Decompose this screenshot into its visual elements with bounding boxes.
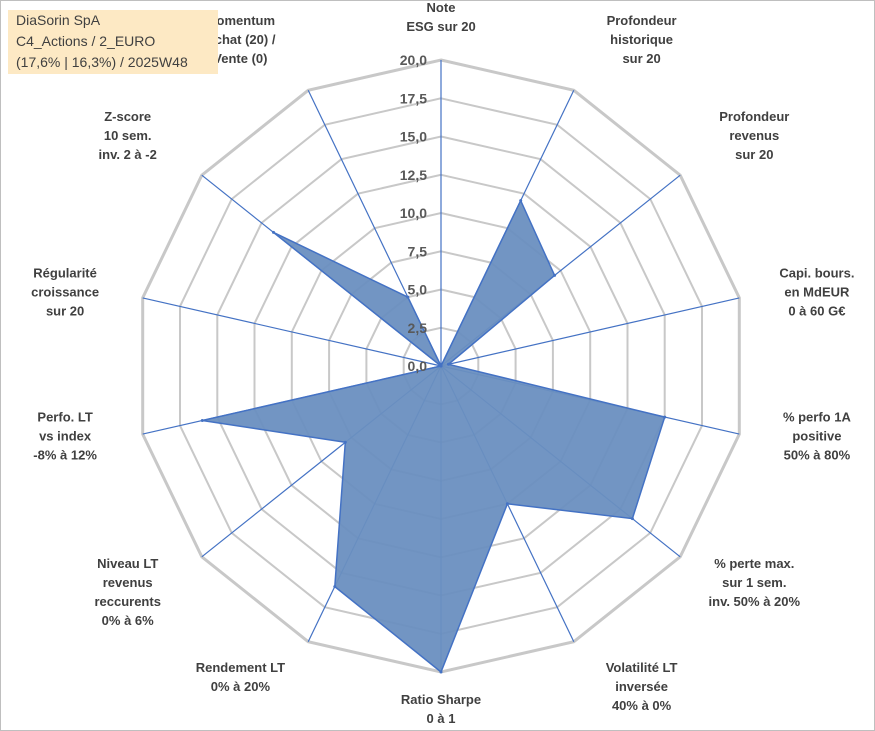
axis-label-line: reccurents: [94, 594, 160, 609]
axis-label: Rendement LT 0% à 20%: [196, 660, 285, 694]
company-name: DiaSorin SpA: [16, 12, 101, 28]
axis-label-line: en MdEUR: [784, 284, 850, 299]
axis-label-line: Régularité: [33, 265, 97, 280]
axis-label: Capi. bours. en MdEUR 0 à 60 G€: [779, 265, 854, 318]
axis-label-line: 0 à 1: [427, 711, 456, 726]
axis-label-line: 0% à 6%: [102, 613, 154, 628]
tick-label: 15,0: [400, 129, 427, 145]
data-point: [505, 502, 509, 506]
axis-spoke: [440, 297, 740, 367]
axis-label-line: 0 à 60 G€: [788, 303, 845, 318]
tick-label: 5,0: [408, 282, 428, 298]
axis-label-line: Volatilité LT: [606, 660, 678, 675]
data-point: [272, 230, 275, 234]
axis-label: Régularité croissance sur 20: [31, 265, 99, 318]
axis-label-line: Ratio Sharpe: [401, 692, 481, 707]
axis-label-line: croissance: [31, 284, 99, 299]
axis-label-line: 40% à 0%: [612, 698, 672, 713]
axis-label: Volatilité LT inversée 40% à 0%: [606, 660, 678, 713]
axis-label-line: 0% à 20%: [211, 679, 271, 694]
axis-label-line: Niveau LT: [97, 556, 158, 571]
period-label: (17,6% | 16,3%) / 2025W48: [16, 54, 188, 70]
axis-label-line: historique: [610, 32, 673, 47]
axis-label-line: sur 20: [622, 51, 660, 66]
axis-label: Perfo. LT vs index -8% à 12%: [33, 410, 97, 463]
tick-label: 17,5: [400, 90, 427, 106]
axis-label-line: Rendement LT: [196, 660, 285, 675]
data-point: [200, 419, 204, 422]
data-series-area: [202, 198, 666, 674]
axis-label-line: Profondeur: [719, 109, 789, 124]
axis-label-line: Capi. bours.: [779, 265, 854, 280]
axis-spoke: [142, 297, 442, 367]
data-point: [447, 362, 450, 366]
data-point: [343, 440, 347, 444]
axis-label-line: -8% à 12%: [33, 448, 97, 463]
axis-label-line: inv. 50% à 20%: [709, 594, 801, 609]
axis-label-line: Vente (0): [213, 51, 267, 66]
axis-label-line: sur 1 sem.: [722, 575, 786, 590]
data-point: [630, 517, 634, 521]
category-label: C4_Actions / 2_EURO: [16, 33, 156, 49]
axis-label-line: inv. 2 à -2: [99, 147, 157, 162]
axis-label-line: Note: [427, 0, 456, 15]
axis-label-line: 10 sem.: [104, 128, 152, 143]
axis-label-line: Perfo. LT: [37, 410, 92, 425]
axis-label: Profondeur revenus sur 20: [719, 109, 789, 162]
axis-label: Niveau LT revenus reccurents 0% à 6%: [94, 556, 160, 628]
axis-label-line: Profondeur: [607, 13, 677, 28]
tick-label: 10,0: [400, 205, 427, 221]
data-point: [439, 670, 443, 674]
data-point: [333, 585, 337, 589]
axis-label: % perte max. sur 1 sem. inv. 50% à 20%: [709, 556, 801, 609]
axis-label-line: revenus: [103, 575, 153, 590]
axis-label-line: % perfo 1A: [783, 410, 852, 425]
axis-label-line: ESG sur 20: [406, 19, 475, 34]
axis-label-line: 50% à 80%: [784, 448, 851, 463]
axis-label-line: Momentum: [206, 13, 275, 28]
data-point: [439, 364, 443, 368]
axis-label: Ratio Sharpe 0 à 1: [401, 692, 481, 726]
axis-label-line: inversée: [615, 679, 668, 694]
tick-label: 0,0: [408, 358, 428, 374]
chart-title-box: DiaSorin SpA C4_Actions / 2_EURO (17,6% …: [8, 10, 218, 74]
tick-label: 20,0: [400, 52, 427, 68]
axis-label-line: sur 20: [46, 303, 84, 318]
axis-label-line: positive: [792, 429, 841, 444]
axis-label: Profondeur historique sur 20: [607, 13, 677, 66]
tick-label: 12,5: [400, 167, 427, 183]
axis-label: Z-score 10 sem. inv. 2 à -2: [99, 109, 157, 162]
data-point: [519, 199, 523, 203]
tick-label: 2,5: [408, 320, 428, 336]
axis-label: % perfo 1A positive 50% à 80%: [783, 410, 852, 463]
axis-label: Momentum Achat (20) / Vente (0): [205, 13, 275, 66]
axis-label-line: Achat (20) /: [205, 32, 275, 47]
axis-label-line: Z-score: [104, 109, 151, 124]
data-point: [553, 273, 557, 277]
data-point: [663, 415, 667, 419]
axis-label-line: % perte max.: [714, 556, 794, 571]
data-point: [406, 295, 410, 299]
axis-label-line: sur 20: [735, 147, 773, 162]
axis-label: Note ESG sur 20: [406, 0, 475, 34]
tick-label: 7,5: [408, 243, 428, 259]
axis-label-line: vs index: [39, 429, 92, 444]
axis-label-line: revenus: [729, 128, 779, 143]
